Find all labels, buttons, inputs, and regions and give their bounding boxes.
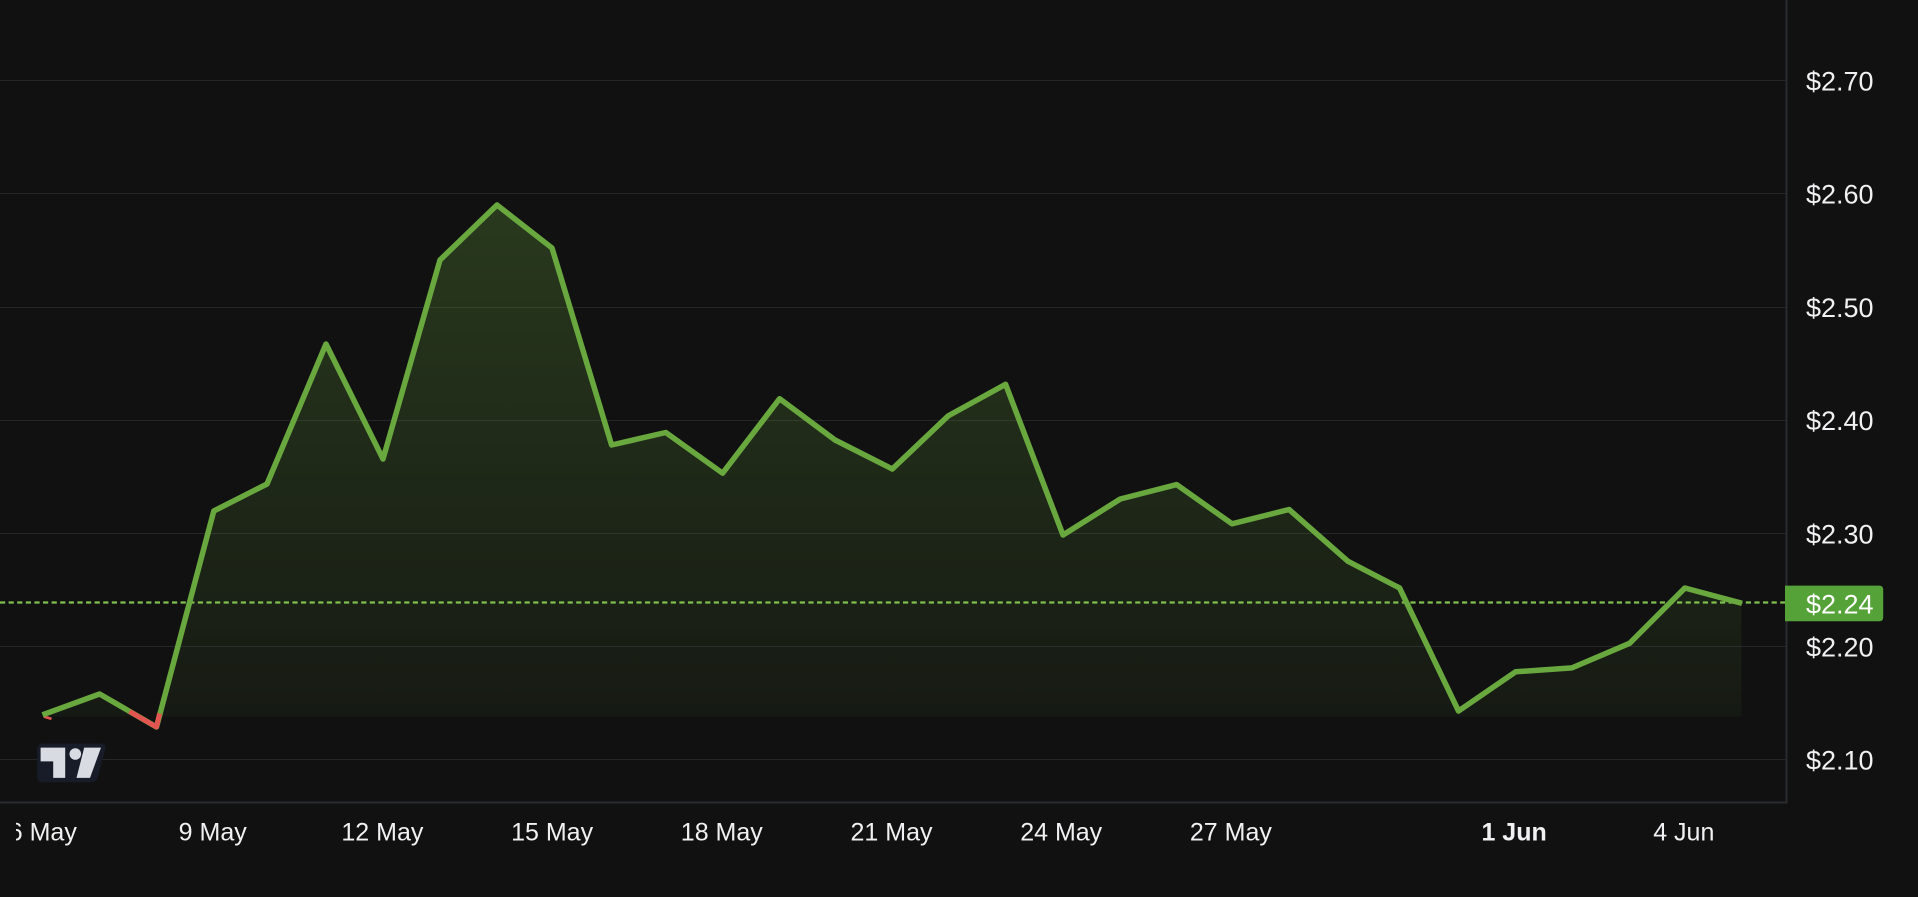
svg-text:$2.50: $2.50 <box>1806 293 1874 323</box>
svg-text:$2.10: $2.10 <box>1806 746 1874 776</box>
svg-text:18 May: 18 May <box>681 819 763 847</box>
svg-text:24 May: 24 May <box>1020 819 1102 847</box>
svg-text:12 May: 12 May <box>341 819 423 847</box>
svg-text:$2.70: $2.70 <box>1806 67 1874 97</box>
svg-text:9 May: 9 May <box>179 819 248 847</box>
svg-text:4 Jun: 4 Jun <box>1653 819 1714 847</box>
svg-text:$2.40: $2.40 <box>1806 406 1874 436</box>
svg-text:$2.20: $2.20 <box>1806 633 1874 663</box>
svg-text:$2.60: $2.60 <box>1806 180 1874 210</box>
svg-text:21 May: 21 May <box>851 819 933 847</box>
svg-text:$2.30: $2.30 <box>1806 520 1874 550</box>
svg-text:15 May: 15 May <box>511 819 593 847</box>
svg-text:6 May: 6 May <box>9 819 78 847</box>
svg-text:1 Jun: 1 Jun <box>1481 819 1546 847</box>
svg-text:27 May: 27 May <box>1190 819 1272 847</box>
svg-text:$2.24: $2.24 <box>1806 589 1874 619</box>
